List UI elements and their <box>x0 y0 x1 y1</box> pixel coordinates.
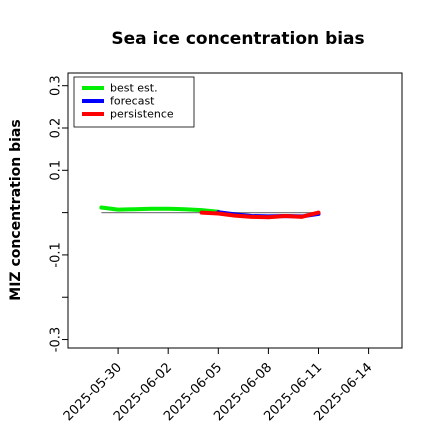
y-tick-label: -0.1 <box>49 242 64 267</box>
series-line-best-est <box>99 205 221 214</box>
y-axis-label: MIZ concentration bias <box>8 119 24 300</box>
plot-frame <box>67 72 403 349</box>
legend-label: forecast <box>110 95 155 108</box>
y-tick-label: 0.2 <box>49 118 64 139</box>
legend-label: persistence <box>110 108 174 121</box>
y-tick-label: -0.3 <box>49 327 64 352</box>
y-tick-label: 0.3 <box>49 75 64 96</box>
series-line-persistence <box>199 210 321 220</box>
y-tick-label: 0.1 <box>49 160 64 181</box>
chart-title: Sea ice concentration bias <box>111 29 364 49</box>
legend-label: best est. <box>110 82 158 95</box>
plot-area: 0.30.20.1-0.1-0.32025-05-302025-06-02202… <box>49 72 403 424</box>
